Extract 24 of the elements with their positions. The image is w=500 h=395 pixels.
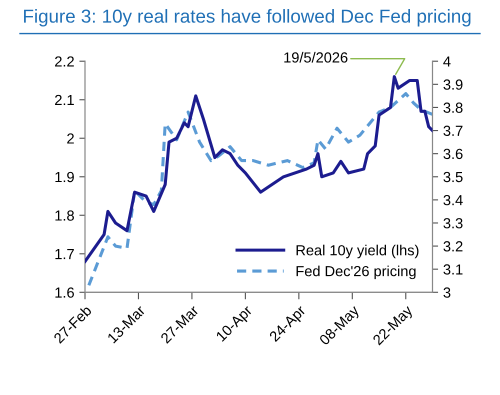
legend-label: Real 10y yield (lhs) (296, 244, 418, 258)
y2-tick-label: 3 (443, 287, 450, 298)
y2-tick-label: 3.9 (443, 79, 462, 90)
y2-tick-label: 3.1 (443, 264, 462, 275)
line-series (87, 92, 432, 287)
y-tick-label: 2.2 (55, 56, 74, 67)
y2-tick-label: 3.6 (443, 148, 463, 160)
y-tick-label: 1.6 (55, 287, 74, 298)
y-tick-label: 2 (67, 133, 74, 144)
line-series (85, 75, 432, 264)
y2-tick-label: 3.3 (443, 218, 463, 228)
y2-tick-label: 3.5 (443, 172, 463, 182)
chart-title: Figure 3: 10y real rates have followed Dec Fed pricing (24, 9, 470, 27)
y2-tick-label: 3.8 (443, 102, 463, 113)
y2-tick-label: 4 (443, 56, 451, 67)
y2-tick-label: 3.2 (443, 241, 462, 252)
y-tick-label: 1.7 (55, 249, 74, 260)
y-tick-label: 1.9 (55, 172, 74, 182)
y2-tick-label: 3.4 (443, 194, 463, 206)
y-tick-label: 2.1 (55, 94, 74, 106)
annotation: 19/5/2026 (284, 52, 348, 63)
y2-tick-label: 3.7 (443, 126, 462, 136)
y-tick-label: 1.8 (55, 210, 74, 221)
legend-label: Fed Dec'26 pricing (296, 266, 416, 280)
